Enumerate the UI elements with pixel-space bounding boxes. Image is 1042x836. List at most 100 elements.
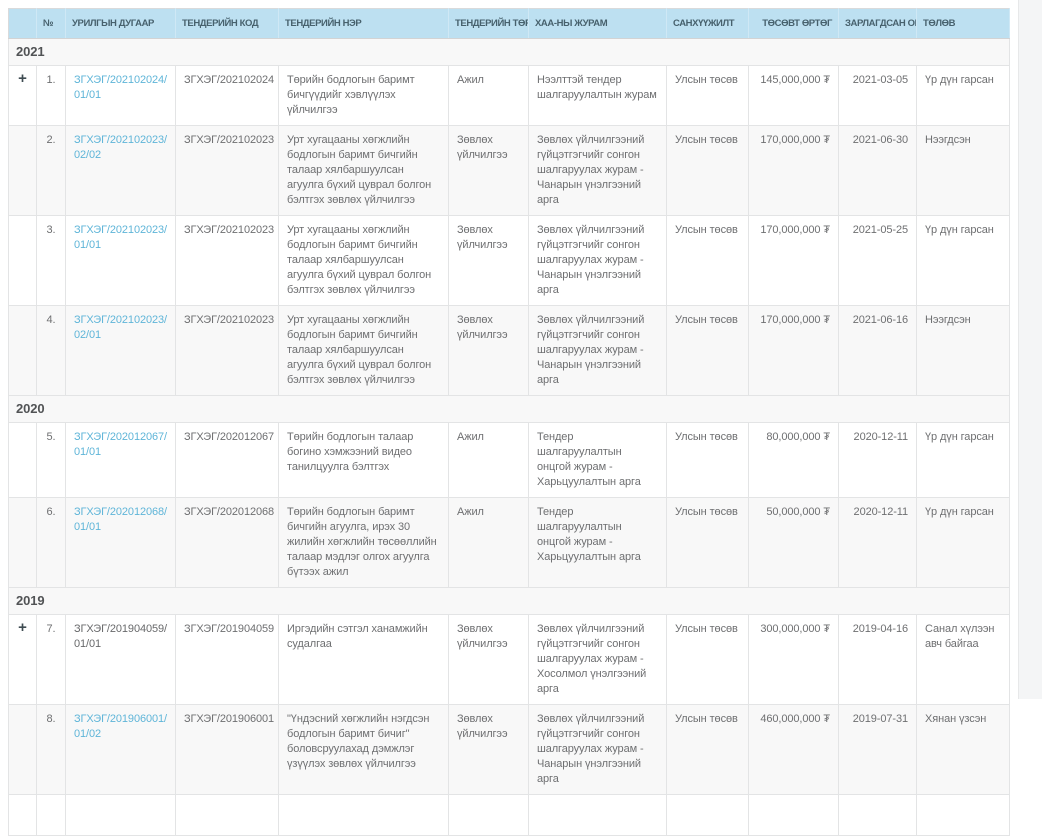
header-row: № УРИЛГЫН ДУГААР ТЕНДЕРИЙН КОД ТЕНДЕРИЙН…: [8, 8, 1010, 39]
financing-source: Улсын төсөв: [666, 704, 749, 795]
status-label: Үр дүн гарсан: [916, 65, 1010, 126]
financing-source: Улсын төсөв: [666, 497, 749, 588]
invitation-number-link[interactable]: ЗГХЭГ/202102023/02/01: [74, 314, 167, 341]
status-label: Нээгдсэн: [916, 305, 1010, 396]
tender-code: ЗГХЭГ/201904059: [175, 614, 279, 705]
table-row: + 1. ЗГХЭГ/202102024/01/01 ЗГХЭГ/2021020…: [8, 65, 1010, 126]
budget-amount: 300,000,000 ₮: [748, 614, 839, 705]
column-header-expand: [8, 8, 37, 39]
table-row: 8. ЗГХЭГ/201906001/01/02 ЗГХЭГ/201906001…: [8, 704, 1010, 795]
row-number: [36, 794, 66, 836]
expand-row-icon[interactable]: +: [18, 70, 27, 87]
tender-type: Ажил: [448, 422, 529, 498]
year-group-label: 2021: [8, 38, 1010, 66]
financing-source: [666, 794, 749, 836]
announced-date: 2019-07-31: [838, 704, 917, 795]
page-background-strip: [1018, 0, 1042, 699]
row-number: 4.: [36, 305, 66, 396]
column-header-date: ЗАРЛАГДСАН ОГНОО: [838, 8, 917, 39]
financing-source: Улсын төсөв: [666, 65, 749, 126]
procurement-procedure: Зөвлөх үйлчилгээний гүйцэтгэгчийг сонгон…: [528, 704, 667, 795]
tender-type: Зөвлөх үйлчилгээ: [448, 704, 529, 795]
budget-amount: 460,000,000 ₮: [748, 704, 839, 795]
table-row: 3. ЗГХЭГ/202102023/01/01 ЗГХЭГ/202102023…: [8, 215, 1010, 306]
column-header-type: ТЕНДЕРИЙН ТӨРӨЛ: [448, 8, 529, 39]
status-label: Нээгдсэн: [916, 125, 1010, 216]
row-number: 1.: [36, 65, 66, 126]
invitation-number-link[interactable]: ЗГХЭГ/201906001/01/02: [74, 713, 167, 740]
procurement-procedure: Нээлттэй тендер шалгаруулалтын журам: [528, 65, 667, 126]
tender-name: Төрийн бодлогын баримт бичгүүдийг хэвлүү…: [278, 65, 449, 126]
row-number: 2.: [36, 125, 66, 216]
row-number: 3.: [36, 215, 66, 306]
tender-name: [278, 794, 449, 836]
tender-code: ЗГХЭГ/202102023: [175, 305, 279, 396]
year-group-label: 2019: [8, 587, 1010, 615]
year-group-row: 2019: [8, 587, 1010, 615]
row-number: 8.: [36, 704, 66, 795]
budget-amount: 170,000,000 ₮: [748, 215, 839, 306]
status-label: Санал хүлээн авч байгаа: [916, 614, 1010, 705]
tender-code: ЗГХЭГ/202012067: [175, 422, 279, 498]
column-header-budget: ТӨСӨВТ ӨРТӨГ: [748, 8, 839, 39]
expand-row-icon[interactable]: +: [18, 619, 27, 636]
column-header-financing: САНХҮҮЖИЛТ: [666, 8, 749, 39]
year-group-row: 2021: [8, 38, 1010, 66]
tender-table: № УРИЛГЫН ДУГААР ТЕНДЕРИЙН КОД ТЕНДЕРИЙН…: [8, 8, 1010, 836]
table-row: 6. ЗГХЭГ/202012068/01/01 ЗГХЭГ/202012068…: [8, 497, 1010, 588]
table-row: 4. ЗГХЭГ/202102023/02/01 ЗГХЭГ/202102023…: [8, 305, 1010, 396]
tender-type: Зөвлөх үйлчилгээ: [448, 614, 529, 705]
procurement-procedure: Зөвлөх үйлчилгээний гүйцэтгэгчийг сонгон…: [528, 305, 667, 396]
tender-name: Иргэдийн сэтгэл ханамжийн судалгаа: [278, 614, 449, 705]
column-header-invitation: УРИЛГЫН ДУГААР: [65, 8, 176, 39]
announced-date: [838, 794, 917, 836]
tender-name: Урт хугацааны хөгжлийн бодлогын баримт б…: [278, 215, 449, 306]
status-label: Үр дүн гарсан: [916, 497, 1010, 588]
announced-date: 2020-12-11: [838, 422, 917, 498]
table-header: № УРИЛГЫН ДУГААР ТЕНДЕРИЙН КОД ТЕНДЕРИЙН…: [8, 8, 1010, 39]
budget-amount: 80,000,000 ₮: [748, 422, 839, 498]
procurement-procedure: Тендер шалгаруулалтын онцгой журам - Хар…: [528, 497, 667, 588]
announced-date: 2019-04-16: [838, 614, 917, 705]
announced-date: 2021-06-16: [838, 305, 917, 396]
financing-source: Улсын төсөв: [666, 614, 749, 705]
procurement-procedure: Зөвлөх үйлчилгээний гүйцэтгэгчийг сонгон…: [528, 125, 667, 216]
invitation-number-link[interactable]: ЗГХЭГ/202102023/01/01: [74, 224, 167, 251]
invitation-number-link[interactable]: ЗГХЭГ/202012067/01/01: [74, 431, 167, 458]
tender-code: ЗГХЭГ/201906001: [175, 704, 279, 795]
tender-name: Төрийн бодлогын талаар богино хэмжээний …: [278, 422, 449, 498]
row-number: 5.: [36, 422, 66, 498]
table-body: 2021 + 1. ЗГХЭГ/202102024/01/01 ЗГХЭГ/20…: [8, 38, 1010, 836]
budget-amount: 170,000,000 ₮: [748, 305, 839, 396]
procurement-procedure: [528, 794, 667, 836]
tender-type: [448, 794, 529, 836]
announced-date: 2021-05-25: [838, 215, 917, 306]
invitation-number-link[interactable]: ЗГХЭГ/202102023/02/02: [74, 134, 167, 161]
tender-type: Зөвлөх үйлчилгээ: [448, 305, 529, 396]
budget-amount: 170,000,000 ₮: [748, 125, 839, 216]
financing-source: Улсын төсөв: [666, 422, 749, 498]
column-header-status: ТӨЛӨВ: [916, 8, 1010, 39]
announced-date: 2021-06-30: [838, 125, 917, 216]
tender-type: Зөвлөх үйлчилгээ: [448, 125, 529, 216]
table-row-partial: [8, 794, 1010, 836]
table-row: 2. ЗГХЭГ/202102023/02/02 ЗГХЭГ/202102023…: [8, 125, 1010, 216]
column-header-procedure: ХАА-НЫ ЖУРАМ: [528, 8, 667, 39]
tender-type: Зөвлөх үйлчилгээ: [448, 215, 529, 306]
budget-amount: [748, 794, 839, 836]
invitation-number-link[interactable]: ЗГХЭГ/202012068/01/01: [74, 506, 167, 533]
tender-name: Урт хугацааны хөгжлийн бодлогын баримт б…: [278, 305, 449, 396]
tender-name: Төрийн бодлогын баримт бичгийн агуулга, …: [278, 497, 449, 588]
financing-source: Улсын төсөв: [666, 305, 749, 396]
financing-source: Улсын төсөв: [666, 125, 749, 216]
table-row: + 7. ЗГХЭГ/201904059/01/01 ЗГХЭГ/2019040…: [8, 614, 1010, 705]
invitation-number-link[interactable]: ЗГХЭГ/202102024/01/01: [74, 74, 167, 101]
tender-code: ЗГХЭГ/202102023: [175, 125, 279, 216]
announced-date: 2020-12-11: [838, 497, 917, 588]
procurement-procedure: Тендер шалгаруулалтын онцгой журам - Хар…: [528, 422, 667, 498]
budget-amount: 50,000,000 ₮: [748, 497, 839, 588]
financing-source: Улсын төсөв: [666, 215, 749, 306]
procurement-procedure: Зөвлөх үйлчилгээний гүйцэтгэгчийг сонгон…: [528, 614, 667, 705]
column-header-code: ТЕНДЕРИЙН КОД: [175, 8, 279, 39]
tender-type: Ажил: [448, 497, 529, 588]
